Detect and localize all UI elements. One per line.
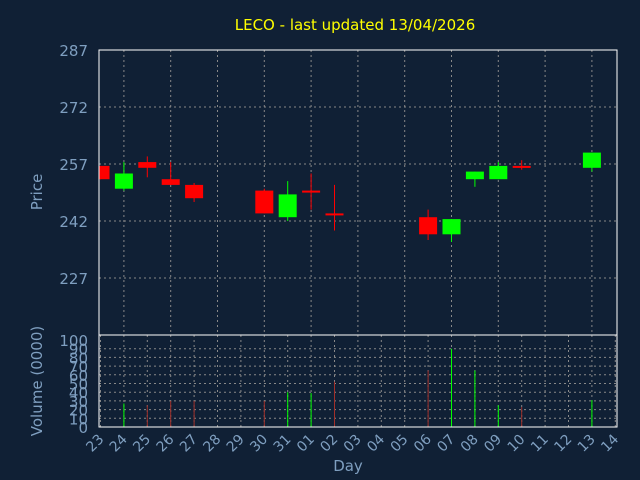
x-tick-label: 01 bbox=[294, 432, 318, 456]
x-tick-label: 25 bbox=[130, 432, 154, 456]
x-tick-label: 14 bbox=[598, 431, 622, 455]
volume-tick-label: 30 bbox=[69, 393, 88, 411]
x-tick-label: 02 bbox=[317, 432, 341, 456]
axes: 23 24 25 26 27 28 29 30 31 01 02 03 04 05 06 07 08 09 10 11… bbox=[59, 42, 622, 455]
x-tick-label: 29 bbox=[224, 432, 248, 456]
x-tick-label: 27 bbox=[177, 432, 201, 456]
x-tick-label: 04 bbox=[364, 431, 388, 455]
x-tick-label: 24 bbox=[107, 431, 131, 455]
x-tick-label: 12 bbox=[551, 432, 575, 456]
x-tick-label: 28 bbox=[200, 432, 224, 456]
candle-body bbox=[442, 219, 461, 235]
volume-bars bbox=[123, 348, 593, 427]
x-tick-label: 30 bbox=[247, 432, 271, 456]
price-tick-label: 287 bbox=[59, 42, 88, 60]
grid-lines bbox=[99, 50, 617, 427]
x-tick-label: 08 bbox=[458, 432, 482, 456]
candle-body bbox=[419, 217, 438, 235]
candle-body bbox=[114, 173, 133, 189]
candle-body bbox=[302, 190, 321, 193]
volume-tick-label: 70 bbox=[69, 358, 88, 376]
x-tick-label: 09 bbox=[481, 432, 505, 456]
x-tick-label: 11 bbox=[528, 432, 552, 456]
volume-tick-label: 40 bbox=[69, 384, 88, 402]
volume-tick-label: 90 bbox=[69, 341, 88, 359]
x-tick-label: 07 bbox=[434, 432, 458, 456]
price-tick-label: 227 bbox=[59, 270, 88, 288]
x-tick-label: 26 bbox=[154, 431, 178, 455]
x-tick-label: 10 bbox=[505, 432, 529, 456]
x-tick-label: 31 bbox=[271, 432, 295, 456]
candle-body bbox=[255, 190, 274, 214]
x-tick-label: 06 bbox=[411, 431, 435, 455]
volume-tick-label: 20 bbox=[69, 402, 88, 420]
candle-body bbox=[138, 162, 157, 168]
price-tick-label: 242 bbox=[59, 213, 88, 231]
chart-title: LECO - last updated 13/04/2026 bbox=[235, 16, 475, 34]
price-panel-frame bbox=[98, 49, 618, 336]
price-tick-label: 257 bbox=[59, 156, 88, 174]
volume-tick-label: 100 bbox=[59, 332, 88, 350]
price-tick-label: 272 bbox=[59, 99, 88, 117]
candle-body bbox=[489, 165, 508, 180]
candle-body bbox=[185, 184, 204, 199]
x-tick-label: 03 bbox=[341, 432, 365, 456]
volume-tick-label: 10 bbox=[69, 410, 88, 428]
candle-body bbox=[325, 213, 344, 216]
volume-tick-label: 0 bbox=[78, 419, 88, 437]
volume-tick-label: 50 bbox=[69, 376, 88, 394]
x-axis-label: Day bbox=[333, 457, 363, 475]
x-tick-label: 05 bbox=[388, 432, 412, 456]
candle-body bbox=[582, 152, 601, 168]
candle-body bbox=[465, 171, 484, 180]
x-tick-label: 13 bbox=[575, 432, 599, 456]
volume-tick-label: 80 bbox=[69, 349, 88, 367]
candles bbox=[99, 152, 601, 242]
volume-tick-label: 60 bbox=[69, 367, 88, 385]
volume-axis-label: Volume (0000) bbox=[28, 326, 46, 436]
candle-body bbox=[161, 179, 180, 185]
candle-body bbox=[512, 165, 531, 168]
price-axis-label: Price bbox=[28, 174, 46, 211]
candle-body bbox=[99, 165, 110, 180]
candle-body bbox=[278, 194, 297, 218]
volume-panel-frame bbox=[98, 334, 618, 428]
